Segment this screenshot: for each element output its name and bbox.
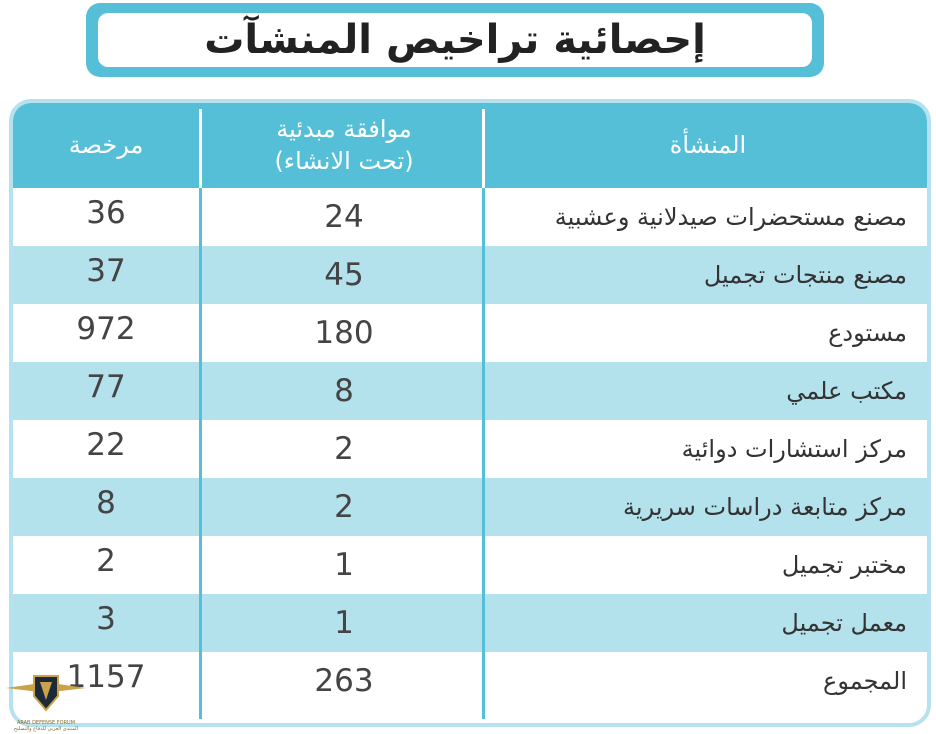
facility-name: مصنع منتجات تجميل	[703, 261, 907, 289]
approval-count: 2	[334, 489, 354, 525]
table-row: مركز متابعة دراسات سريرية 2 8	[13, 478, 927, 536]
license-count: 972	[76, 311, 136, 347]
facility-name: مركز استشارات دوائية	[681, 435, 907, 463]
approval-count: 8	[334, 373, 354, 409]
forum-watermark-logo: ARAB DEFENSE FORUM المنتدى العربي للدفاع…	[4, 670, 88, 732]
column-divider	[482, 188, 485, 719]
title-banner: إحصائية تراخيص المنشآت	[86, 3, 824, 77]
license-count: 3	[96, 601, 116, 637]
license-count: 36	[86, 195, 126, 231]
table-row-total: المجموع 263 1157	[13, 652, 927, 710]
table-row: مكتب علمي 8 77	[13, 362, 927, 420]
facility-name: مركز متابعة دراسات سريرية	[623, 493, 907, 521]
table-header: المنشأة موافقة مبدئية (تحت الانشاء) مرخص…	[13, 103, 927, 188]
header-divider	[199, 109, 202, 188]
license-count: 37	[86, 253, 126, 289]
header-divider	[482, 109, 485, 188]
shield-emblem-icon	[6, 675, 86, 712]
table-row: مركز استشارات دوائية 2 22	[13, 420, 927, 478]
license-count: 2	[96, 543, 116, 579]
table-row: معمل تجميل 1 3	[13, 594, 927, 652]
table-row: مستودع 180 972	[13, 304, 927, 362]
header-approval: موافقة مبدئية (تحت الانشاء)	[206, 103, 482, 188]
watermark-line2: المنتدى العربي للدفاع والتسليح	[13, 726, 79, 732]
approval-count: 180	[314, 315, 374, 351]
facility-name: مصنع مستحضرات صيدلانية وعشبية	[554, 203, 907, 231]
header-license: مرخصة	[68, 130, 144, 159]
table-row: مصنع مستحضرات صيدلانية وعشبية 24 36	[13, 188, 927, 246]
approval-count: 24	[324, 199, 364, 235]
title-inner: إحصائية تراخيص المنشآت	[98, 13, 812, 67]
table-row: مصنع منتجات تجميل 45 37	[13, 246, 927, 304]
header-facility: المنشأة	[669, 130, 747, 159]
header-approval-line2: (تحت الانشاء)	[274, 146, 414, 175]
facility-name: معمل تجميل	[781, 609, 907, 637]
total-label: المجموع	[823, 667, 907, 695]
watermark-line1: ARAB DEFENSE FORUM	[16, 720, 76, 726]
license-total: 1157	[66, 659, 146, 695]
approval-total: 263	[314, 663, 374, 699]
approval-count: 45	[324, 257, 364, 293]
statistics-table: المنشأة موافقة مبدئية (تحت الانشاء) مرخص…	[9, 99, 931, 727]
facility-name: مكتب علمي	[786, 377, 907, 405]
page-title: إحصائية تراخيص المنشآت	[204, 17, 706, 63]
license-count: 77	[86, 369, 126, 405]
approval-count: 1	[334, 547, 354, 583]
approval-count: 1	[334, 605, 354, 641]
license-count: 22	[86, 427, 126, 463]
column-divider	[199, 188, 202, 719]
facility-name: مستودع	[828, 319, 907, 347]
table-row: مختبر تجميل 1 2	[13, 536, 927, 594]
header-approval-line1: موافقة مبدئية	[276, 115, 412, 144]
watermark-text: ARAB DEFENSE FORUM المنتدى العربي للدفاع…	[4, 720, 88, 732]
approval-count: 2	[334, 431, 354, 467]
facility-name: مختبر تجميل	[781, 551, 907, 579]
license-count: 8	[96, 485, 116, 521]
